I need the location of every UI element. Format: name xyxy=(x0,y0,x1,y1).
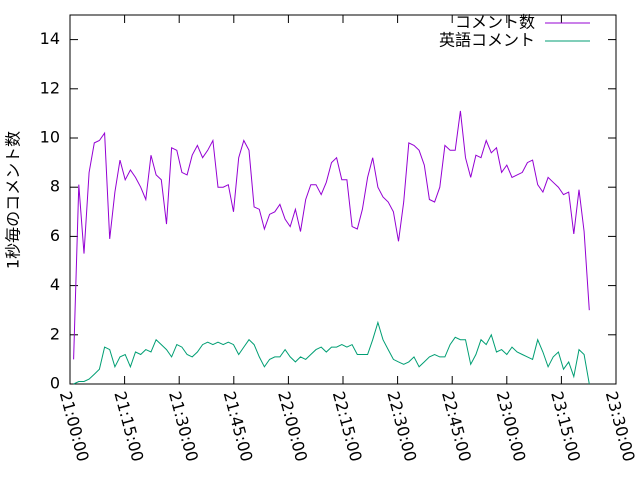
y-tick-label: 14 xyxy=(40,29,60,48)
legend-label: コメント数 xyxy=(455,13,535,32)
y-tick-label: 8 xyxy=(50,177,60,196)
legend-label: 英語コメント xyxy=(439,31,535,50)
x-tick-label: 22:15:00 xyxy=(329,389,366,463)
x-tick-label: 21:45:00 xyxy=(220,389,257,463)
x-tick-label: 23:15:00 xyxy=(547,389,584,463)
y-tick-label: 2 xyxy=(50,324,60,343)
plot-frame xyxy=(69,14,617,385)
x-tick-label: 22:00:00 xyxy=(274,389,311,463)
y-tick-label: 10 xyxy=(40,128,60,147)
x-tick-label: 21:30:00 xyxy=(165,389,202,463)
x-tick-label: 21:00:00 xyxy=(56,389,93,463)
series-line xyxy=(73,110,590,360)
x-tick-label: 23:30:00 xyxy=(602,389,639,463)
x-tick-label: 22:30:00 xyxy=(383,389,420,463)
series-line xyxy=(73,320,590,385)
y-tick-label: 0 xyxy=(50,374,60,393)
y-tick-label: 4 xyxy=(50,275,60,294)
y-tick-label: 12 xyxy=(40,78,60,97)
x-tick-label: 21:15:00 xyxy=(110,389,147,463)
y-tick-label: 6 xyxy=(50,226,60,245)
x-tick-label: 23:00:00 xyxy=(493,389,530,463)
x-tick-label: 22:45:00 xyxy=(438,389,475,463)
y-axis-label: 1秒毎のコメント数 xyxy=(4,131,23,269)
